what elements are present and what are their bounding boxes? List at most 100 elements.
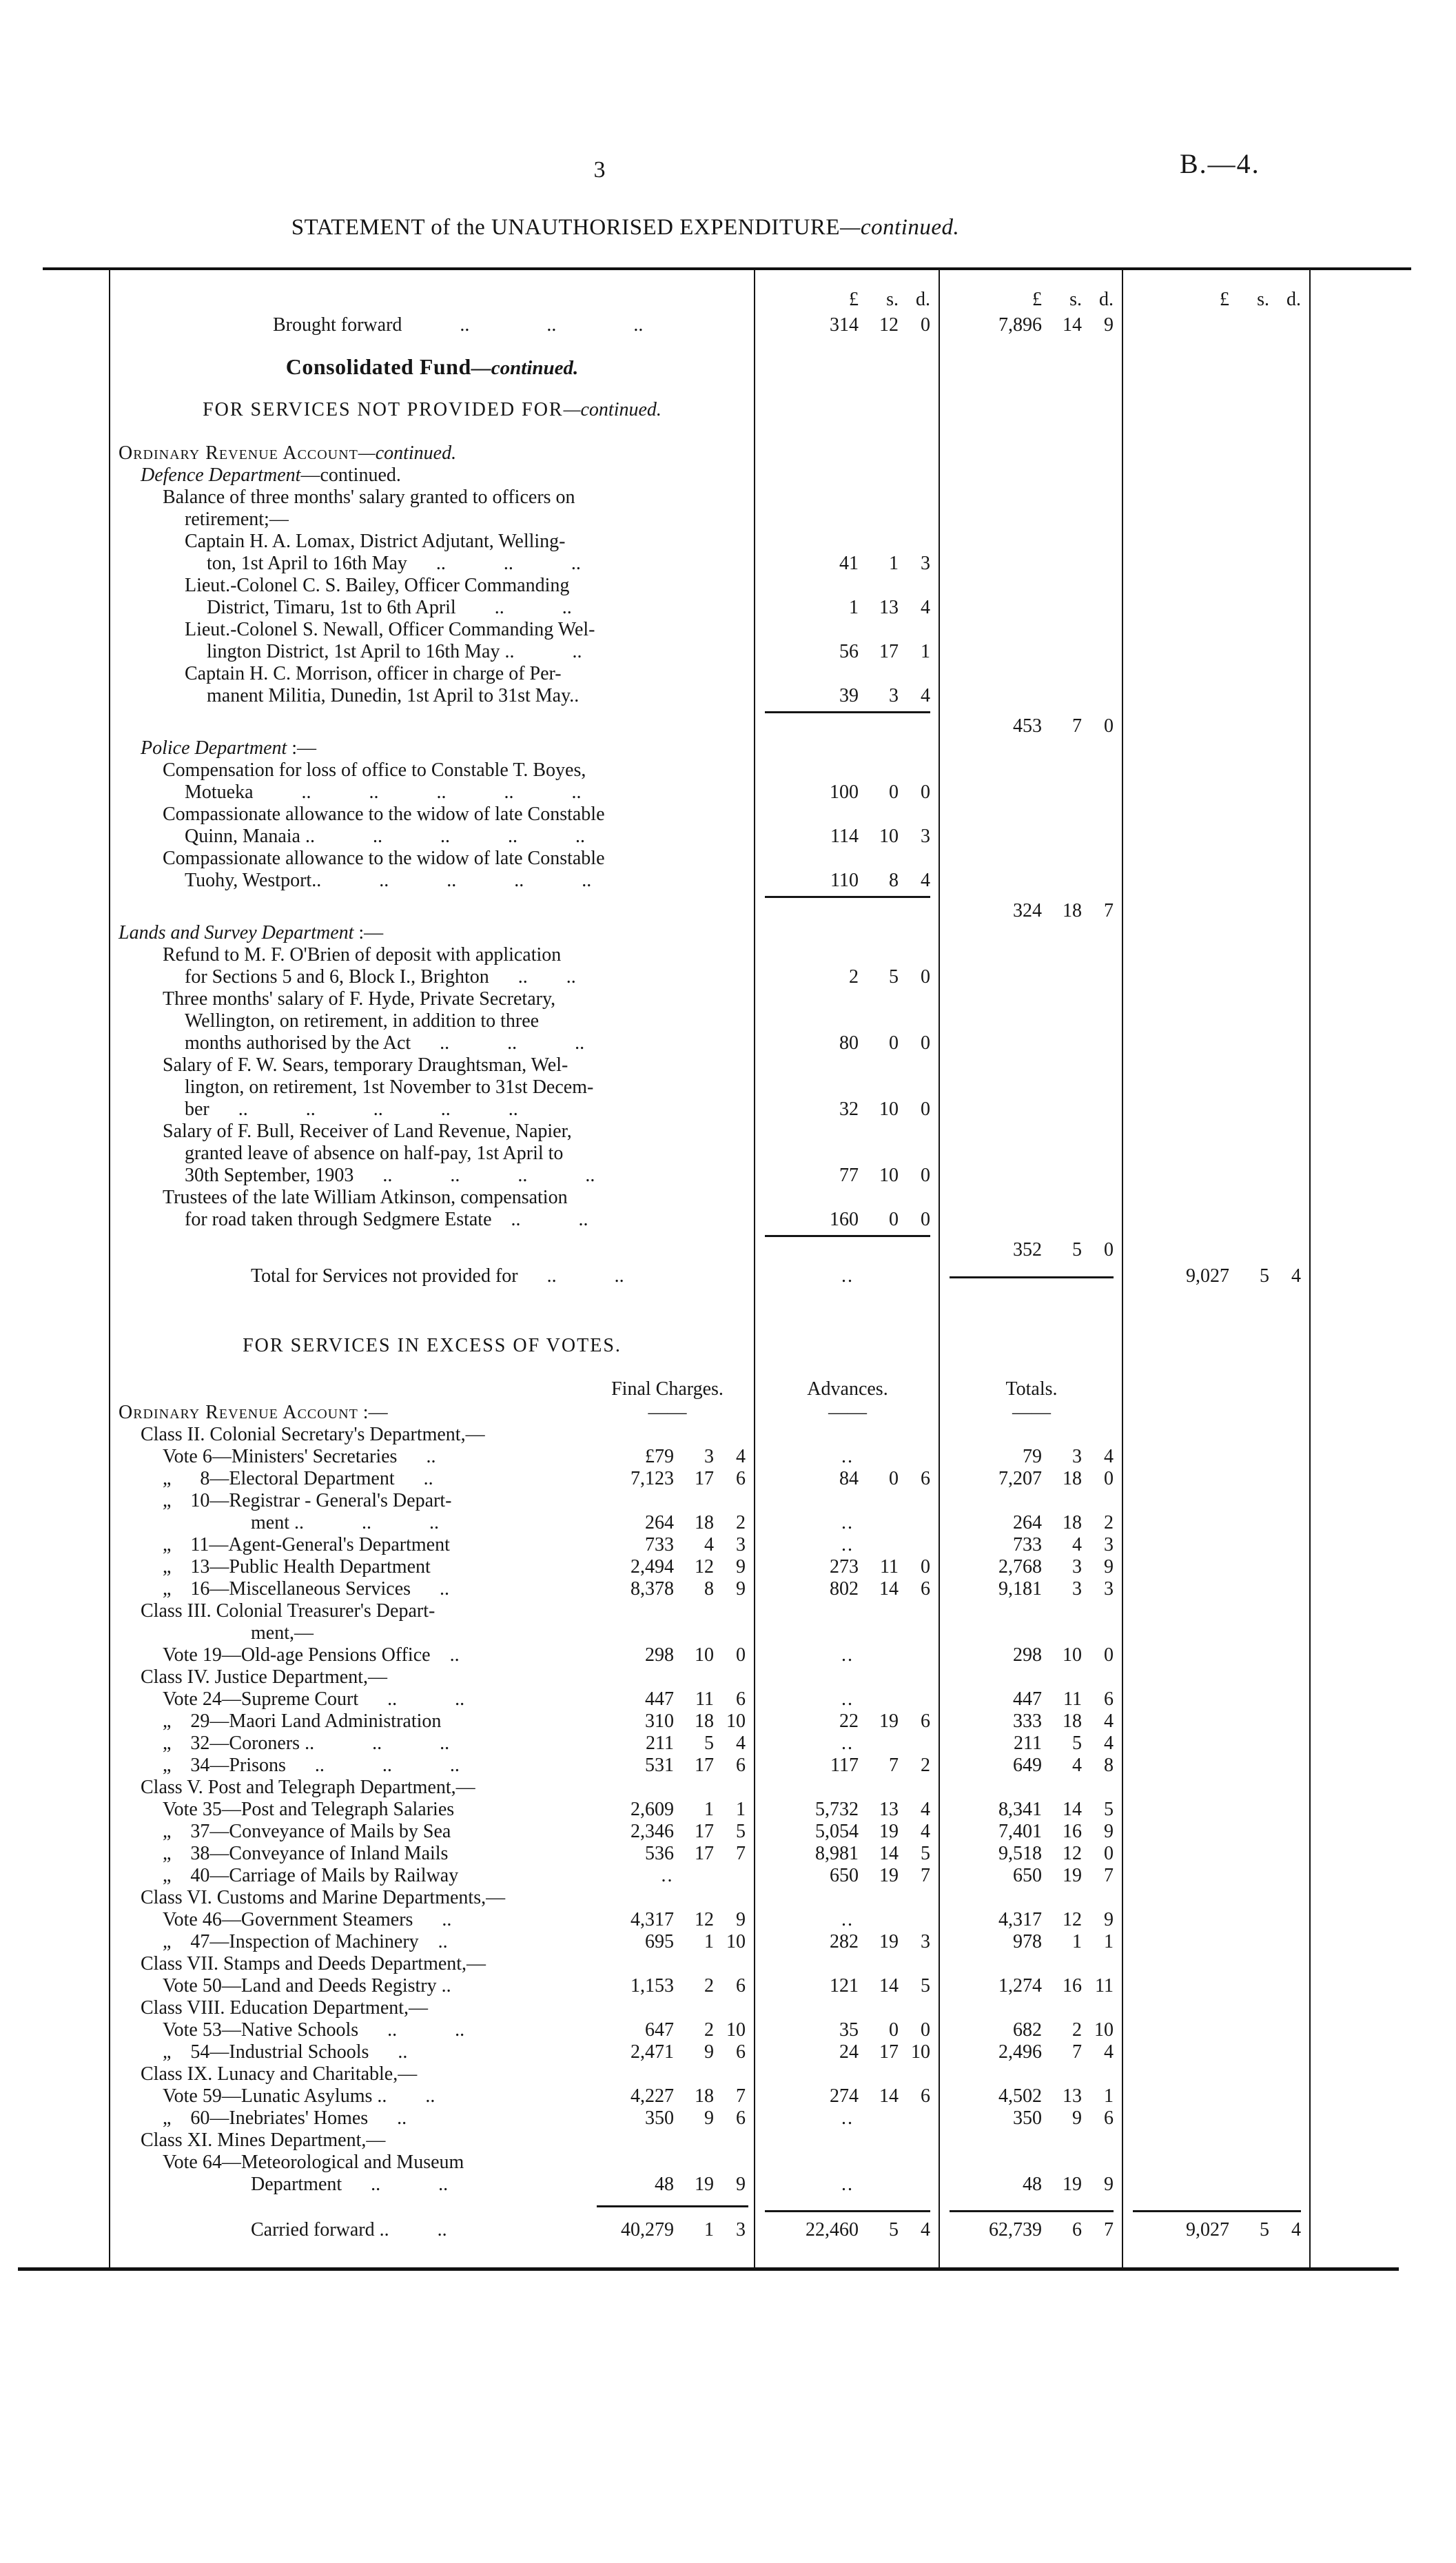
money-cell-m2: 447 11 6 [1013, 1688, 1114, 1710]
row-label: „ 10—Registrar - General's Depart- [163, 1490, 452, 1511]
table-row: 30th September, 1903 .. .. .. .. 77 10 0 [109, 1165, 1311, 1187]
final-charges-cell: 310 18 10 [645, 1711, 746, 1732]
row-label: Consolidated Fund—continued. [285, 354, 579, 379]
money-cell-m1 [755, 1010, 940, 1032]
description-cell: Vote 64—Meteorological and Museum [109, 2152, 755, 2174]
money-cell-m3 [1123, 553, 1311, 575]
money-cell-m1 [755, 707, 940, 715]
row-label: Vote 19—Old-age Pensions Office .. [163, 1644, 460, 1666]
money-cell-m3 [1123, 715, 1311, 737]
sum-rule [765, 896, 930, 898]
description-cell: Quinn, Manaia .. .. .. .. .. [109, 826, 755, 848]
money-cell-m3 [1123, 1331, 1311, 1360]
money-cell-m3 [1123, 2063, 1311, 2085]
money-cell-m1: 5,054 19 4 [815, 1821, 930, 1842]
money-cell-m2 [940, 685, 1123, 707]
final-charges-cell: 264 18 2 [645, 1512, 746, 1533]
row-label: Captain H. C. Morrison, officer in charg… [185, 663, 562, 684]
money-cell-m2: 62,739 6 7 [989, 2219, 1114, 2240]
title-part: of the [424, 215, 492, 240]
money-cell-m2 [940, 782, 1123, 804]
money-cell-m2 [940, 396, 1123, 425]
row-label: Class VI. Customs and Marine Departments… [141, 1887, 506, 1908]
money-cell-m2 [940, 1187, 1123, 1209]
table-row: £ s. d. £ s. d. £ s. d. [109, 285, 1311, 314]
table-row: „ 34—Prisons .. .. .. 531 17 6 117 7 2 649 4 8 [109, 1755, 1311, 1777]
money-cell-m3 [1123, 922, 1311, 944]
money-cell-m1 [755, 1424, 940, 1446]
money-cell-m2 [940, 2205, 1123, 2215]
description-cell: Tuohy, Westport.. .. .. .. .. [109, 870, 755, 892]
money-cell-m1: 114 10 3 [830, 826, 930, 847]
money-cell-m3 [1123, 737, 1311, 759]
row-label: FOR SERVICES NOT PROVIDED FOR—continued. [203, 399, 662, 420]
money-cell-m3 [1123, 870, 1311, 892]
row-label: „ 32—Coroners .. .. .. [163, 1733, 450, 1754]
description-cell: ber .. .. .. .. .. [109, 1099, 755, 1121]
money-cell-m3 [1123, 396, 1311, 425]
money-cell-m2: 2,496 7 4 [998, 2041, 1114, 2063]
money-cell-m1: .. [841, 1534, 854, 1555]
table-row [109, 1231, 1311, 1239]
description-cell: „ 38—Conveyance of Inland Mails 536 17 7 [109, 1843, 755, 1865]
row-label: ment .. .. .. [251, 1512, 439, 1533]
table-bottom-border [18, 2267, 1399, 2271]
money-cell-m1 [755, 1600, 940, 1622]
table-row: Class II. Colonial Secretary's Departmen… [109, 1424, 1311, 1446]
money-cell-m3 [1123, 1187, 1311, 1209]
money-cell-m3 [1123, 848, 1311, 870]
money-cell-m1 [755, 353, 940, 380]
description-cell: „ 32—Coroners .. .. .. 211 5 4 [109, 1733, 755, 1755]
money-cell-m1: 282 19 3 [830, 1931, 930, 1952]
row-label: Class III. Colonial Treasurer's Depart- [141, 1600, 435, 1622]
table-row: Wellington, on retirement, in addition t… [109, 1010, 1311, 1032]
row-label: „ 8—Electoral Department .. [163, 1468, 433, 1489]
description-cell [109, 1239, 755, 1261]
table-row: Total for Services not provided for .. .… [109, 1261, 1311, 1291]
description-cell: Captain H. C. Morrison, officer in charg… [109, 663, 755, 685]
money-cell-m3 [1123, 2205, 1311, 2215]
row-label: „ 16—Miscellaneous Services .. [163, 1578, 450, 1600]
money-cell-m2 [940, 1076, 1123, 1099]
money-cell-m2: 333 18 4 [1013, 1711, 1114, 1732]
final-charges-cell: 695 1 10 [645, 1931, 746, 1952]
money-cell-m3 [1123, 1865, 1311, 1887]
money-cell-m2 [940, 892, 1123, 900]
table-row: FOR SERVICES IN EXCESS OF VOTES. [109, 1331, 1311, 1360]
table-row: Vote 59—Lunatic Asylums .. .. 4,227 18 7 274… [109, 2085, 1311, 2107]
money-cell-m2 [940, 641, 1123, 663]
table-row: Salary of F. W. Sears, temporary Draught… [109, 1054, 1311, 1076]
row-label: Wellington, on retirement, in addition t… [185, 1010, 540, 1032]
money-cell-m1 [755, 1622, 940, 1644]
money-cell-m3 [1123, 442, 1311, 464]
description-cell: for road taken through Sedgmere Estate .… [109, 1209, 755, 1231]
spacer-row [109, 1360, 1311, 1377]
money-cell-m1 [755, 1231, 940, 1239]
money-cell-m2: Totals. [1005, 1378, 1058, 1400]
description-cell: FOR SERVICES NOT PROVIDED FOR—continued. [109, 396, 755, 425]
money-cell-m3 [1123, 2152, 1311, 2174]
money-cell-m3 [1123, 1821, 1311, 1843]
money-cell-m3 [1123, 1032, 1311, 1054]
money-cell-m1 [755, 1666, 940, 1688]
money-cell-m2 [940, 1121, 1123, 1143]
money-cell-m1: 274 14 6 [830, 2085, 930, 2107]
table-row: Balance of three months' salary granted … [109, 487, 1311, 509]
description-cell: Lands and Survey Department :— [109, 922, 755, 944]
money-cell-m1 [755, 487, 940, 509]
money-cell-m2 [940, 944, 1123, 966]
description-cell: „ 40—Carriage of Mails by Railway.. [109, 1865, 755, 1887]
table-row: „ 10—Registrar - General's Depart- [109, 1490, 1311, 1512]
description-cell: „ 8—Electoral Department .. 7,123 17 6 [109, 1468, 755, 1490]
description-cell: „ 16—Miscellaneous Services .. 8,378 8 9 [109, 1578, 755, 1600]
table-row: Vote 19—Old-age Pensions Office .. 298 10 0… [109, 1644, 1311, 1666]
final-charges-cell: 2,471 9 6 [630, 2041, 746, 2063]
money-cell-m1 [755, 396, 940, 425]
money-cell-m1 [755, 892, 940, 900]
row-label: Class V. Post and Telegraph Department,— [141, 1777, 475, 1798]
table-row: for Sections 5 and 6, Block I., Brighton… [109, 966, 1311, 988]
table-row: „ 8—Electoral Department .. 7,123 17 6 84 0 6 7… [109, 1468, 1311, 1490]
table-row: Vote 6—Ministers' Secretaries .. £79 3 4.. 7… [109, 1446, 1311, 1468]
table-row: „ 38—Conveyance of Inland Mails 536 17 7 8,9… [109, 1843, 1311, 1865]
money-cell-m3 [1123, 2041, 1311, 2063]
